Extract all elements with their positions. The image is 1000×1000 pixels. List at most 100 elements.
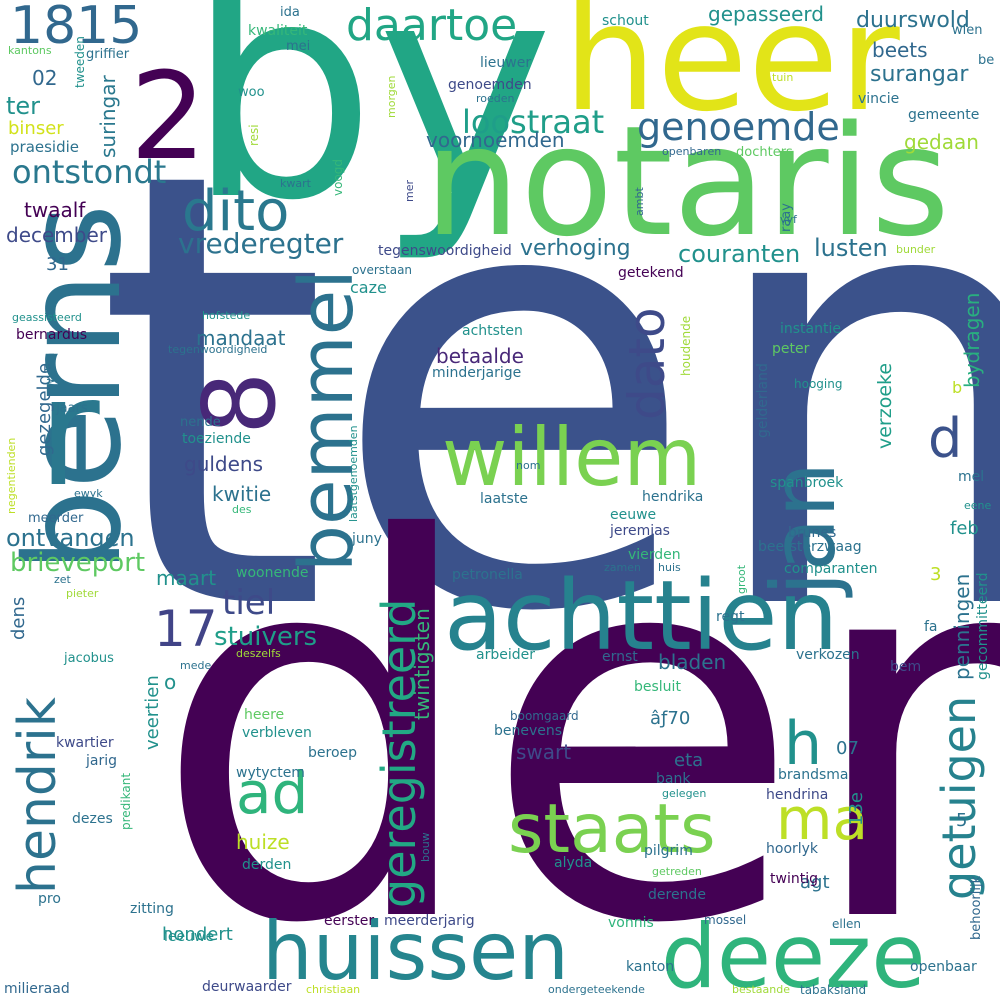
word-lusten: lusten: [814, 234, 888, 262]
word-des: des: [232, 503, 252, 516]
word-openbaren: openbaren: [662, 145, 722, 158]
word-couranten: couranten: [678, 240, 801, 268]
word-vyf: vyf: [780, 213, 797, 226]
word-ondergeteekende: ondergeteekende: [548, 983, 645, 996]
word-loostraat: loostraat: [462, 103, 605, 141]
word-roeden: roeden: [476, 92, 515, 105]
word-zitting: zitting: [130, 901, 174, 917]
word-veertien: veertien: [142, 675, 163, 750]
word-verbleven: verbleven: [242, 725, 312, 741]
word-gelegen: gelegen: [662, 787, 707, 800]
word-dito: dito: [182, 179, 290, 244]
word-gelderland: gelderland: [755, 363, 771, 438]
word-den: den: [152, 431, 1000, 1000]
word-brunes: brunes: [788, 525, 837, 541]
word-bestaande: bestaande: [732, 983, 790, 996]
word-toeziende: toeziende: [182, 431, 251, 447]
word-genoemden: genoemden: [448, 77, 532, 93]
word-bank: bank: [656, 771, 691, 787]
word-zamen: zamen: [604, 561, 641, 574]
word-alyda: alyda: [554, 855, 593, 871]
word-negentienden: negentienden: [5, 437, 18, 514]
word-behoorlijk: behoorlijk: [969, 875, 984, 940]
word-jacobus: jacobus: [64, 651, 114, 666]
word-gepasseerd: gepasseerd: [708, 2, 824, 26]
word-vrederegter: vrederegter: [178, 227, 344, 260]
word-deszelfs: deszelfs: [236, 647, 281, 660]
word-regt: regt: [716, 609, 745, 625]
word-31: 31: [46, 254, 69, 275]
word-bem: bem: [890, 659, 922, 675]
word-brandsma: brandsma: [778, 767, 849, 783]
word-petronella: petronella: [452, 567, 523, 583]
word-genoemde: genoemde: [637, 105, 840, 149]
word-hofstede: hofstede: [202, 309, 251, 322]
word-huis: huis: [658, 561, 681, 574]
word-gedaan: gedaan: [904, 130, 979, 154]
word-beroep: beroep: [308, 745, 358, 761]
word-praesidie: praesidie: [10, 138, 80, 156]
word-peter: peter: [772, 341, 810, 357]
word-bladen: bladen: [658, 650, 727, 674]
word-pro: pro: [38, 891, 61, 907]
word-bunder: bunder: [896, 243, 936, 256]
word-predikant: predikant: [119, 772, 133, 830]
word-ida: ida: [280, 5, 300, 20]
word-vincie: vincie: [858, 91, 900, 107]
word-dens: dens: [8, 596, 29, 640]
word-kantons: kantons: [8, 44, 52, 57]
word-houdende: houdende: [679, 315, 693, 376]
word-surangar: surangar: [870, 62, 969, 87]
word-jeremias: jeremias: [610, 523, 670, 539]
word-vonnis: vonnis: [608, 915, 654, 931]
word-kwartier: kwartier: [56, 735, 114, 751]
word-achtsten: achtsten: [462, 323, 523, 339]
word-woo: woo: [238, 85, 265, 100]
word-resi: resi: [247, 124, 261, 146]
word-fa: fa: [924, 619, 938, 635]
word-duurswold: duurswold: [856, 8, 970, 33]
word-tiel: tiel: [222, 583, 276, 623]
word-derende: derende: [648, 887, 706, 903]
word-pieter: pieter: [66, 587, 99, 600]
word-pilgrim: pilgrim: [644, 843, 693, 859]
word-arbeider: arbeider: [476, 647, 535, 663]
word-hendrina: hendrina: [766, 787, 829, 803]
word-a70: âƒ70: [650, 708, 691, 729]
word-wytyctem: wytyctem: [236, 765, 305, 781]
word-instantie: instantie: [780, 321, 841, 337]
word-eerster: eerster: [324, 913, 375, 929]
word-swart: swart: [516, 740, 572, 764]
word-verzoeke: verzoeke: [874, 362, 896, 449]
word-griffier: griffier: [86, 47, 130, 62]
word-tegenwoordigheid: tegenwoordigheid: [168, 343, 268, 356]
word-getekend: getekend: [618, 265, 684, 281]
word-beetsterzwaag: beetsterzwaag: [758, 539, 862, 555]
word-spanbroek: spanbroek: [770, 475, 844, 491]
word-huissen: huissen: [262, 905, 569, 998]
word-betaalde: betaalde: [436, 344, 524, 368]
word-deurwaarder: deurwaarder: [202, 979, 292, 995]
word-ontstondt: ontstondt: [12, 153, 167, 191]
word-mandaat: mandaat: [196, 326, 286, 350]
word-brieveport: brieveport: [10, 548, 146, 578]
word-daartoe: daartoe: [346, 0, 518, 51]
word-laatste: laatste: [480, 491, 528, 507]
word-maart: maart: [156, 566, 217, 590]
word-eeuwe: eeuwe: [610, 507, 657, 523]
word-zet: zet: [54, 573, 71, 586]
word-2: 2: [130, 48, 207, 187]
word-ontvangen: ontvangen: [6, 524, 135, 552]
word-hooging: hooging: [794, 377, 843, 391]
word-notaris: notaris: [424, 93, 950, 270]
word-hendrika: hendrika: [642, 489, 704, 505]
word-jaars: jaars: [56, 401, 88, 416]
word-13e: 13e: [846, 792, 867, 826]
word-dato: dato: [618, 307, 676, 420]
word-eta: eta: [674, 750, 704, 771]
word-suringar: suringar: [96, 75, 120, 158]
word-bernardus: bernardus: [16, 327, 88, 343]
word-binser: binser: [8, 118, 64, 139]
word-willem: willem: [442, 411, 702, 504]
